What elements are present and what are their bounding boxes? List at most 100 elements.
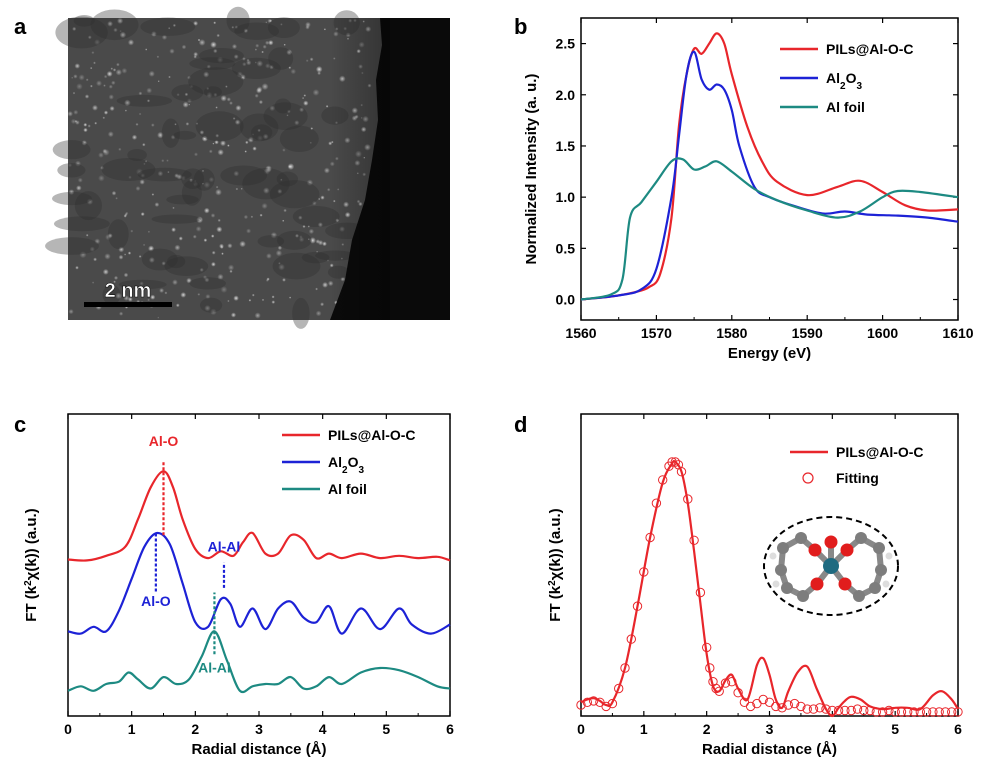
legend-marker-d [802, 472, 814, 484]
data-point [607, 698, 618, 709]
chart-panel-d: 0 1 2 3 4 5 6 Radial distance (Å) FT (k2χ(k)) (a… [547, 413, 963, 758]
y-tick-label-b: 2.0 [556, 87, 576, 103]
data-point [645, 532, 655, 543]
chart-panel-c: 0 1 2 3 4 5 6 Radial distance (Å) FT (k2χ(k)) (a… [23, 413, 454, 758]
data-point [840, 705, 850, 716]
data-point [670, 457, 680, 467]
x-tick-label-d: 3 [766, 721, 774, 737]
data-point [884, 705, 894, 716]
annotation-label-c: Al-O [149, 433, 179, 449]
data-point [846, 705, 856, 716]
x-axis-label-b: Energy (eV) [728, 345, 811, 362]
series-c-pils-al-o-c [67, 470, 451, 562]
data-point [705, 663, 715, 673]
legend-label-b: PILs@Al-O-C [826, 41, 914, 57]
y-axis-label-d: FT (k2χ(k)) (a.u.) [547, 508, 565, 621]
data-point [808, 704, 819, 714]
x-tick-label-b: 1580 [716, 325, 747, 341]
chart-panel-b: 1560 1570 1580 1590 1600 1610 0.0 0.5 1.0 1.5 2.0 2… [523, 17, 974, 362]
data-point [582, 697, 592, 707]
legend-label-d: PILs@Al-O-C [836, 444, 924, 460]
y-tick-label-b: 0.5 [556, 240, 576, 256]
data-point [815, 703, 825, 713]
scale-bar [84, 302, 172, 307]
annotation-label-c: Al-Al [198, 660, 231, 676]
data-point [601, 701, 611, 712]
data-point [877, 707, 888, 717]
data-point [915, 707, 925, 717]
x-axis-label-d: Radial distance (Å) [702, 741, 837, 758]
data-point [890, 707, 900, 717]
legend-label-c: PILs@Al-O-C [328, 427, 416, 443]
microscopy-image: 2 nm [45, 6, 450, 329]
y-axis-label-b: Normalized Intensity (a. u.) [523, 74, 540, 265]
y-tick-label-b: 1.0 [556, 189, 576, 205]
data-point [683, 494, 693, 504]
data-point [620, 663, 630, 673]
data-point [711, 683, 721, 694]
x-tick-label-d: 5 [891, 721, 899, 737]
data-point [771, 701, 781, 712]
x-tick-label-c: 0 [64, 721, 72, 737]
x-tick-label-c: 6 [446, 721, 454, 737]
data-point [588, 696, 599, 706]
data-point [676, 467, 687, 477]
legend-label-c: Al foil [328, 481, 367, 497]
data-point [758, 694, 768, 705]
y-tick-label-b: 2.5 [556, 36, 576, 52]
data-point [921, 707, 932, 717]
data-point [651, 498, 662, 508]
data-point [614, 683, 624, 694]
x-axis-label-c: Radial distance (Å) [191, 741, 326, 758]
data-point [852, 704, 863, 714]
x-tick-label-d: 1 [640, 721, 648, 737]
data-point [865, 705, 875, 716]
series-b-al2o3 [580, 50, 959, 301]
legend-label-b: Al foil [826, 99, 865, 115]
data-point [689, 535, 699, 545]
data-point [733, 688, 743, 698]
x-tick-label-b: 1570 [641, 325, 672, 341]
legend-label-d: Fitting [836, 470, 879, 486]
panel-label-c: c [14, 412, 26, 437]
data-point [626, 634, 636, 644]
series-b-al-foil [580, 157, 959, 301]
data-point [789, 698, 800, 709]
x-tick-label-c: 1 [128, 721, 136, 737]
data-point [821, 704, 831, 714]
data-point [796, 701, 806, 712]
data-point [745, 701, 756, 712]
data-point [576, 700, 586, 710]
data-point [720, 678, 731, 688]
x-tick-label-c: 4 [319, 721, 327, 737]
data-point [909, 707, 919, 717]
x-tick-label-d: 6 [954, 721, 962, 737]
plot-frame-b [580, 17, 959, 321]
data-point [727, 677, 737, 687]
plot-frame-c [67, 413, 451, 717]
series-c-al2o3 [67, 531, 451, 635]
series-d-fitting [576, 457, 963, 717]
annotation-label-c: Al-Al [208, 538, 241, 554]
data-point [777, 703, 787, 713]
legend-label-b: Al2O3 [826, 70, 862, 92]
data-point [714, 686, 724, 696]
data-point [702, 642, 712, 653]
panel-label-b: b [514, 14, 527, 39]
y-tick-label-b: 1.5 [556, 138, 576, 154]
data-point [695, 587, 706, 598]
data-point [783, 700, 793, 710]
data-point [871, 707, 881, 717]
scale-bar-label: 2 nm [105, 280, 152, 302]
x-tick-label-b: 1560 [565, 325, 596, 341]
y-axis-label-c: FT (k2χ(k)) (a.u.) [23, 508, 41, 621]
x-tick-label-b: 1590 [792, 325, 823, 341]
series-c-al-foil [67, 630, 451, 694]
data-point [658, 475, 668, 485]
x-tick-label-c: 3 [255, 721, 263, 737]
x-tick-label-b: 1600 [867, 325, 898, 341]
data-point [827, 705, 837, 716]
data-point [859, 705, 869, 716]
series-d-pils-al-o-c [580, 459, 959, 718]
